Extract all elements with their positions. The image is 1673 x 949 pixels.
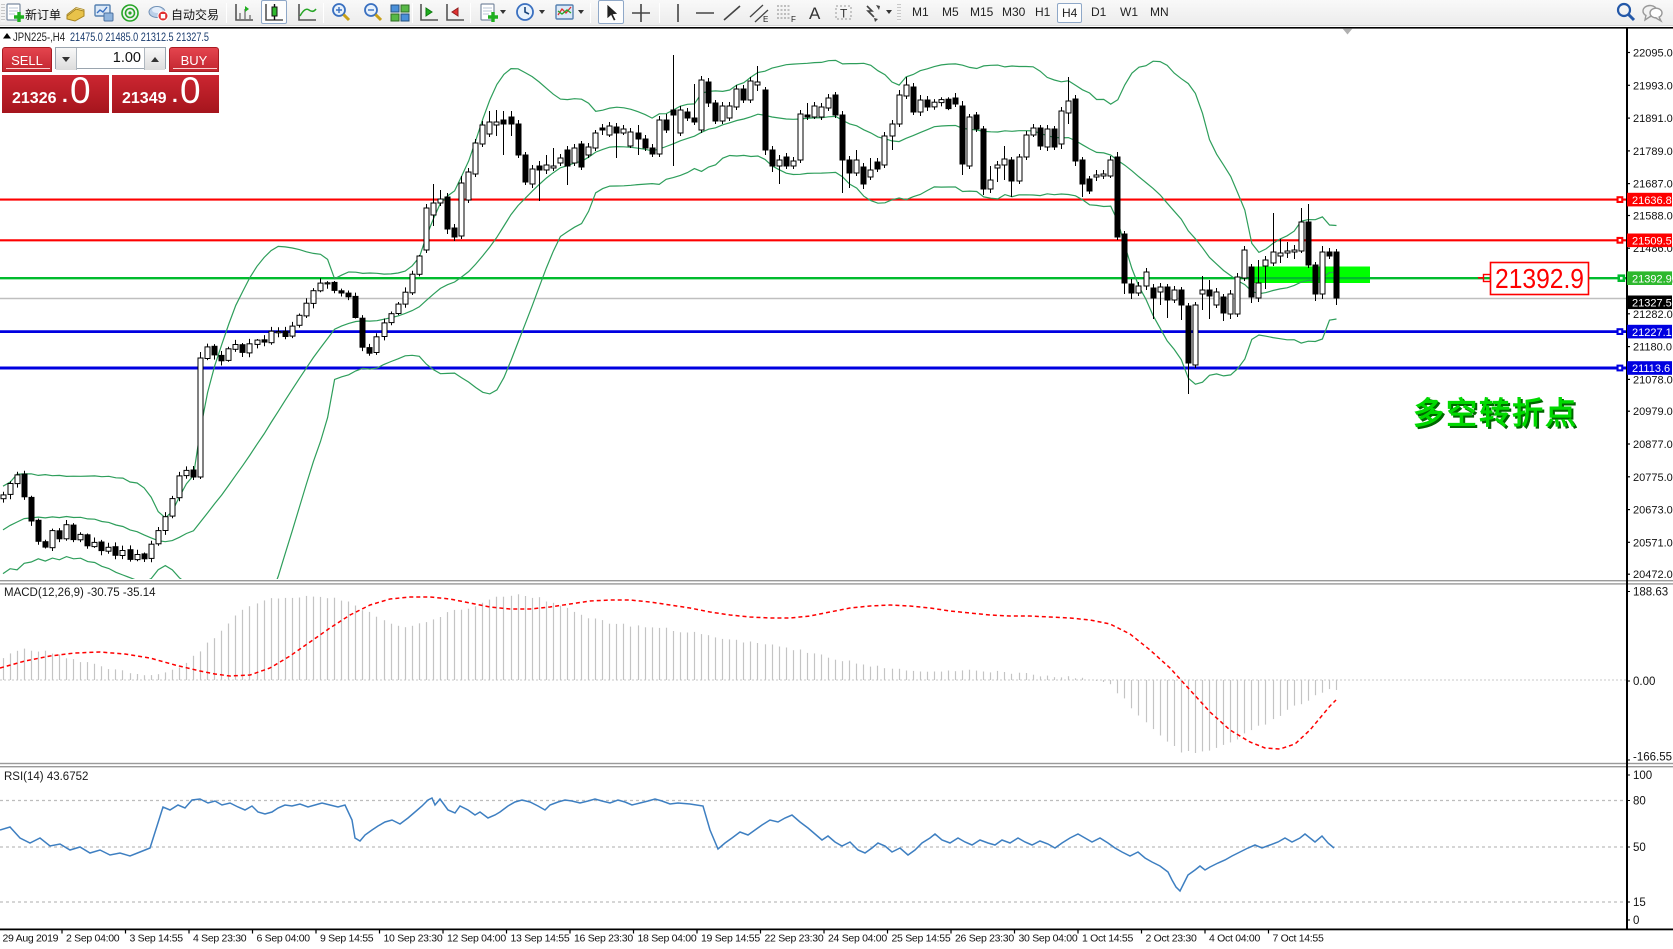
svg-text:21475.0 21485.0 21312.5 21327.: 21475.0 21485.0 21312.5 21327.5: [70, 32, 209, 44]
svg-text:18 Sep 04:00: 18 Sep 04:00: [638, 933, 697, 945]
svg-text:1 Oct 14:55: 1 Oct 14:55: [1082, 933, 1133, 945]
svg-text:30 Sep 04:00: 30 Sep 04:00: [1019, 933, 1078, 945]
svg-text:29 Aug 2019: 29 Aug 2019: [3, 933, 59, 945]
svg-text:21392.9: 21392.9: [1495, 263, 1584, 294]
svg-text:21327.5: 21327.5: [1632, 298, 1672, 310]
svg-text:25 Sep 14:55: 25 Sep 14:55: [892, 933, 951, 945]
svg-text:4 Oct 04:00: 4 Oct 04:00: [1209, 933, 1260, 945]
svg-text:100: 100: [1633, 770, 1652, 782]
svg-text:MACD(12,26,9) -30.75 -35.14: MACD(12,26,9) -30.75 -35.14: [4, 587, 156, 599]
svg-text:10 Sep 23:30: 10 Sep 23:30: [384, 933, 443, 945]
svg-text:20673.0: 20673.0: [1633, 505, 1673, 517]
svg-text:21509.5: 21509.5: [1632, 236, 1672, 248]
svg-text:24 Sep 04:00: 24 Sep 04:00: [828, 933, 887, 945]
svg-text:21180.0: 21180.0: [1633, 342, 1672, 354]
svg-text:4 Sep 23:30: 4 Sep 23:30: [193, 933, 247, 945]
svg-text:21891.0: 21891.0: [1633, 113, 1673, 125]
svg-text:188.63: 188.63: [1633, 587, 1668, 599]
svg-text:20979.0: 20979.0: [1633, 406, 1673, 418]
svg-text:21636.8: 21636.8: [1632, 195, 1672, 207]
svg-text:-166.55: -166.55: [1633, 752, 1672, 764]
svg-text:21789.0: 21789.0: [1633, 146, 1673, 158]
svg-text:26 Sep 23:30: 26 Sep 23:30: [955, 933, 1014, 945]
svg-text:9 Sep 14:55: 9 Sep 14:55: [320, 933, 374, 945]
svg-text:80: 80: [1633, 796, 1646, 808]
svg-text:F: F: [791, 15, 796, 24]
svg-text:20571.0: 20571.0: [1633, 537, 1673, 549]
svg-text:12 Sep 04:00: 12 Sep 04:00: [447, 933, 506, 945]
svg-text:22 Sep 23:30: 22 Sep 23:30: [765, 933, 824, 945]
svg-text:21113.6: 21113.6: [1632, 363, 1670, 375]
svg-text:E: E: [763, 15, 768, 24]
svg-text:0.00: 0.00: [1633, 676, 1655, 688]
svg-text:21282.0: 21282.0: [1633, 309, 1673, 321]
svg-text:13 Sep 14:55: 13 Sep 14:55: [511, 933, 570, 945]
svg-text:21227.1: 21227.1: [1632, 327, 1672, 339]
svg-text:0: 0: [1633, 915, 1639, 927]
svg-text:22095.0: 22095.0: [1633, 48, 1673, 60]
svg-text:2 Oct 23:30: 2 Oct 23:30: [1146, 933, 1197, 945]
svg-text:21993.0: 21993.0: [1633, 80, 1673, 92]
svg-text:21687.0: 21687.0: [1633, 179, 1673, 191]
svg-text:20877.0: 20877.0: [1633, 439, 1673, 451]
svg-text:15: 15: [1633, 897, 1646, 909]
svg-text:7 Oct 14:55: 7 Oct 14:55: [1273, 933, 1324, 945]
svg-text:JPN225-,H4: JPN225-,H4: [13, 32, 65, 44]
svg-text:16 Sep 23:30: 16 Sep 23:30: [574, 933, 633, 945]
svg-text:21392.9: 21392.9: [1632, 273, 1672, 285]
svg-text:3 Sep 14:55: 3 Sep 14:55: [130, 933, 184, 945]
svg-text:A: A: [809, 4, 821, 23]
svg-text:6 Sep 04:00: 6 Sep 04:00: [257, 933, 311, 945]
svg-text:20472.0: 20472.0: [1633, 569, 1673, 581]
svg-text:21078.0: 21078.0: [1633, 374, 1673, 386]
svg-text:20775.0: 20775.0: [1633, 472, 1673, 484]
svg-text:T: T: [840, 7, 848, 21]
svg-text:2 Sep 04:00: 2 Sep 04:00: [66, 933, 120, 945]
svg-text:多空转折点: 多空转折点: [1413, 396, 1578, 431]
svg-text:19 Sep 14:55: 19 Sep 14:55: [701, 933, 760, 945]
svg-text:21588.0: 21588.0: [1633, 211, 1673, 223]
svg-text:50: 50: [1633, 842, 1646, 854]
svg-text:RSI(14) 43.6752: RSI(14) 43.6752: [4, 771, 88, 783]
